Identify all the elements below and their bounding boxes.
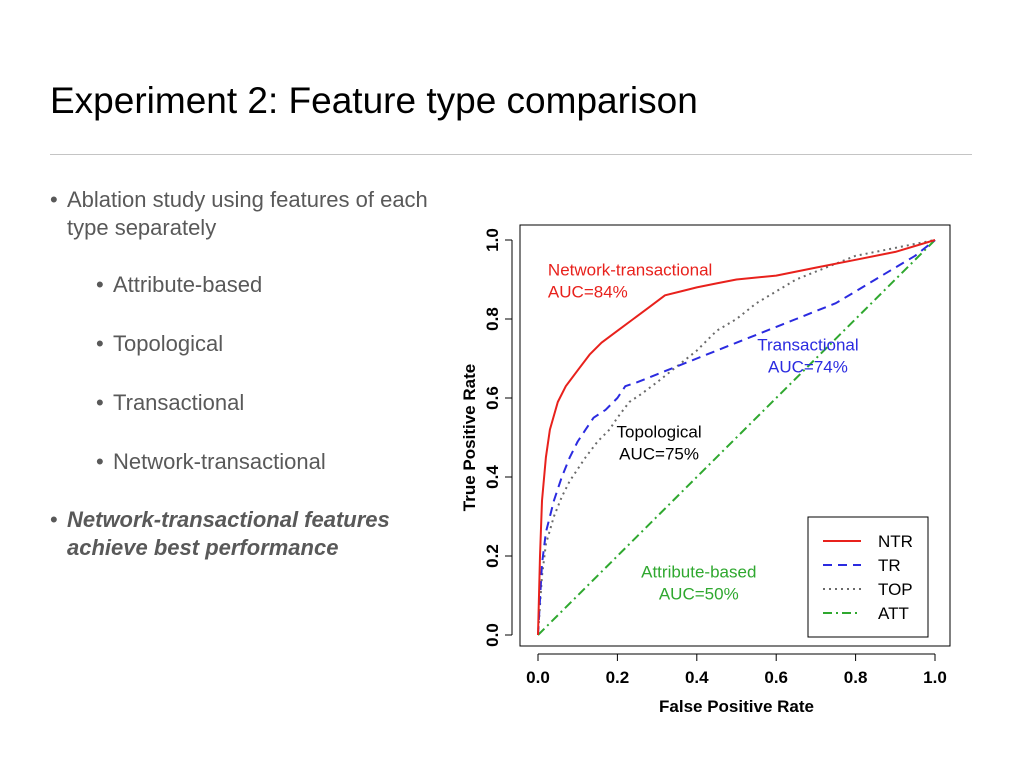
y-tick-label: 0.2 — [483, 544, 502, 568]
annotation-line: AUC=75% — [619, 445, 699, 464]
y-tick-label: 0.4 — [483, 465, 502, 489]
bullet-text: Ablation study using features of each ty… — [67, 187, 428, 240]
legend-label: TR — [878, 556, 901, 575]
bullet-dot: • — [96, 449, 104, 474]
bullet-best-performance: • Network-transactional features achieve… — [50, 506, 457, 562]
annotation-label: Network-transactional AUC=84% — [548, 261, 712, 302]
series-line-att — [537, 239, 936, 636]
x-tick-label: 0.8 — [844, 668, 868, 687]
sub-bullet-text: Attribute-based — [113, 272, 263, 297]
sub-bullet-network-transactional: • Network-transactional — [96, 448, 326, 476]
y-tick-label: 0.0 — [483, 623, 502, 647]
y-axis-label: True Positive Rate — [460, 364, 479, 511]
annotation-line: Topological — [617, 423, 702, 442]
sub-bullet-attribute-based: • Attribute-based — [96, 271, 262, 299]
annotation-line: AUC=50% — [659, 585, 739, 604]
legend-label: ATT — [878, 604, 909, 623]
x-tick-label: 0.4 — [685, 668, 709, 687]
annotation-label: Transactional AUC=74% — [757, 336, 858, 377]
bullet-dot: • — [96, 390, 104, 415]
series-line-tr — [537, 239, 936, 636]
sub-bullet-text: Transactional — [113, 390, 245, 415]
bullet-dot: • — [96, 331, 104, 356]
annotation-line: AUC=84% — [548, 283, 628, 302]
slide-title: Experiment 2: Feature type comparison — [50, 80, 698, 121]
bullet-ablation-study: • Ablation study using features of each … — [50, 186, 447, 242]
annotation-line: Network-transactional — [548, 261, 712, 280]
bullet-dot: • — [96, 272, 104, 297]
series-line-ntr — [537, 239, 936, 636]
legend-label: TOP — [878, 580, 913, 599]
y-tick-label: 0.6 — [483, 386, 502, 410]
series-line-top — [537, 239, 936, 636]
annotation-line: Transactional — [757, 336, 858, 355]
y-tick-label: 1.0 — [483, 228, 502, 252]
sub-bullet-text: Network-transactional — [113, 449, 326, 474]
x-axis-label: False Positive Rate — [659, 697, 814, 716]
title-divider — [50, 154, 972, 155]
x-tick-label: 0.6 — [764, 668, 788, 687]
roc-chart: 0.0 0.2 0.4 0.6 0.8 1.0 False Positive Rate 0.0… — [460, 224, 951, 716]
bullet-text-emphasis: Network-transactional features achieve b… — [67, 507, 390, 560]
y-tick-label: 0.8 — [483, 307, 502, 331]
sub-bullet-text: Topological — [113, 331, 224, 356]
x-tick-label: 0.2 — [606, 668, 630, 687]
plot-frame — [519, 224, 951, 647]
x-tick-label: 0.0 — [526, 668, 550, 687]
sub-bullet-transactional: • Transactional — [96, 389, 244, 417]
bullet-dot: • — [50, 187, 58, 212]
annotation-label: Attribute-based AUC=50% — [641, 563, 756, 604]
x-tick-label: 1.0 — [923, 668, 947, 687]
annotation-label: Topological AUC=75% — [617, 423, 702, 464]
sub-bullet-topological: • Topological — [96, 330, 223, 358]
legend-label: NTR — [878, 532, 913, 551]
annotation-line: AUC=74% — [768, 358, 848, 377]
bullet-dot: • — [50, 507, 58, 532]
legend-box — [807, 516, 929, 638]
annotation-line: Attribute-based — [641, 563, 756, 582]
